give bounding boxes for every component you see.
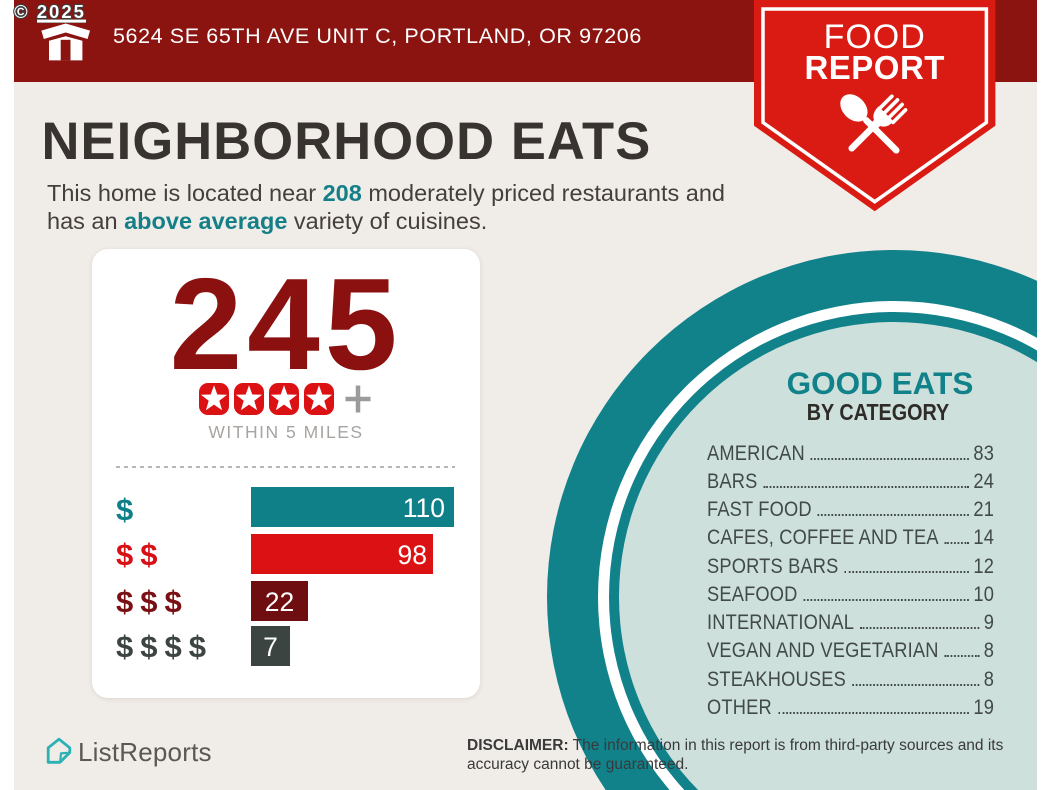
svg-text:FOOD: FOOD xyxy=(824,18,926,56)
svg-text:© 2025: © 2025 xyxy=(14,1,86,22)
svg-text:REPORT: REPORT xyxy=(804,49,945,86)
